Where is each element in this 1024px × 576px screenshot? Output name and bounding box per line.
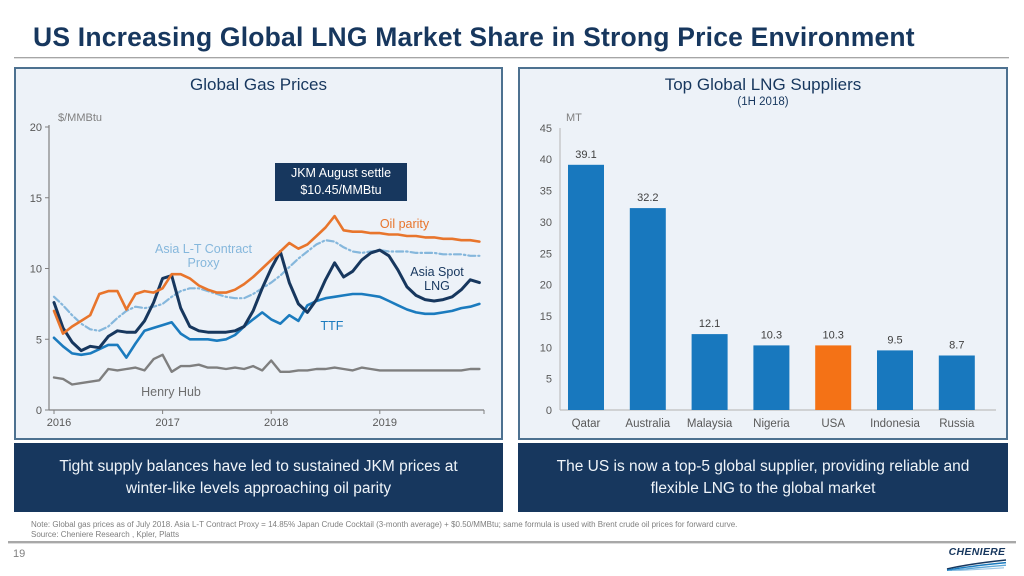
svg-text:MT: MT: [566, 112, 582, 124]
page-number: 19: [13, 548, 26, 560]
ttf-label: TTF: [320, 319, 344, 333]
bar-value-label: 10.3: [822, 329, 843, 341]
bar-qatar: [568, 164, 604, 410]
bar-category-label: Australia: [625, 418, 670, 430]
svg-text:45: 45: [540, 123, 552, 135]
svg-text:15: 15: [540, 311, 552, 323]
bar-category-label: Nigeria: [753, 418, 790, 430]
oil-parity-line: [52, 214, 481, 335]
asia-spot-lng-label: Asia Spot LNG: [410, 265, 464, 294]
svg-text:35: 35: [540, 186, 552, 198]
cheniere-wave-icon: [946, 559, 1007, 572]
asia-lt-contract-proxy-line: [52, 239, 481, 332]
lng-suppliers-title: Top Global LNG Suppliers: [664, 75, 862, 94]
asia-lt-proxy-label: Asia L-T Contract Proxy: [154, 242, 253, 271]
bar-australia: [629, 208, 666, 410]
right-caption: The US is now a top-5 global supplier, p…: [518, 443, 1008, 512]
svg-text:10: 10: [30, 264, 42, 276]
bar-indonesia: [877, 350, 913, 410]
title-rule: [14, 57, 1009, 59]
henry-hub-label: Henry Hub: [141, 385, 201, 399]
oil-parity-label: Oil parity: [379, 217, 430, 231]
jkm-callout-line2: $10.45/MMBtu: [300, 183, 382, 197]
svg-text:2018: 2018: [264, 417, 288, 429]
svg-text:2019: 2019: [373, 417, 397, 429]
henry-hub-line: [52, 353, 481, 386]
lng-suppliers-chart: 0 5 10 15 20 25 30 35 40 45 MT 39.1 Qatar 32.2 Austral…: [540, 112, 996, 430]
bar-russia: [938, 355, 975, 410]
footer-note: Note: Global gas prices as of July 2018.…: [31, 520, 738, 529]
cheniere-logo-text: CHENIERE: [948, 546, 1006, 558]
svg-text:0: 0: [546, 405, 552, 417]
bar-value-label: 12.1: [699, 318, 720, 330]
slide-title: US Increasing Global LNG Market Share in…: [33, 22, 915, 52]
gas-prices-panel: 0 5 10 15 20 2016 2017 2018 2019 $/MMBtu Global G…: [14, 67, 503, 440]
svg-text:25: 25: [540, 248, 552, 260]
footer-source: Source: Cheniere Research , Kpler, Platt…: [31, 530, 180, 539]
left-caption: Tight supply balances have led to sustai…: [14, 443, 503, 512]
footer-rule: [8, 541, 1016, 544]
bar-category-label: Qatar: [572, 418, 601, 430]
cheniere-logo: CHENIERE: [944, 546, 1010, 576]
bar-category-label: Malaysia: [687, 418, 733, 430]
ttf-line: [52, 292, 481, 359]
jkm-callout-line1: JKM August settle: [290, 165, 392, 180]
bar-malaysia: [691, 334, 728, 410]
gas-prices-title: Global Gas Prices: [190, 75, 327, 94]
bar-value-label: 8.7: [949, 340, 964, 352]
svg-text:20: 20: [540, 280, 552, 292]
lng-suppliers-panel: 0 5 10 15 20 25 30 35 40 45 MT 39.1 Qatar 32.2 Austral…: [518, 67, 1008, 440]
bar-value-label: 10.3: [761, 329, 782, 341]
bar-category-label: Indonesia: [870, 418, 920, 430]
gas-prices-chart: 0 5 10 15 20 2016 2017 2018 2019 $/MMBtu: [30, 112, 485, 429]
svg-text:20: 20: [30, 122, 42, 134]
left-caption-text: Tight supply balances have led to sustai…: [59, 457, 458, 497]
svg-text:10: 10: [540, 342, 552, 354]
bar-category-label: Russia: [939, 418, 975, 430]
svg-text:$/MMBtu: $/MMBtu: [58, 112, 102, 124]
svg-text:5: 5: [546, 374, 552, 386]
svg-text:2017: 2017: [155, 417, 179, 429]
lng-suppliers-subtitle: (1H 2018): [737, 96, 789, 108]
bar-value-label: 32.2: [637, 192, 658, 204]
jkm-callout: JKM August settle $10.45/MMBtu: [275, 163, 407, 201]
svg-text:40: 40: [540, 154, 552, 166]
svg-text:15: 15: [30, 193, 42, 205]
svg-text:30: 30: [540, 217, 552, 229]
bar-usa: [815, 345, 852, 410]
bar-nigeria: [753, 345, 790, 410]
bar-value-label: 39.1: [575, 149, 596, 161]
asia-spot-lng-line: [52, 248, 481, 353]
svg-text:5: 5: [36, 334, 42, 346]
bar-value-label: 9.5: [887, 334, 902, 346]
bar-category-label: USA: [821, 418, 845, 430]
svg-text:0: 0: [36, 405, 42, 417]
svg-text:2016: 2016: [47, 417, 71, 429]
right-caption-text: The US is now a top-5 global supplier, p…: [556, 457, 970, 497]
